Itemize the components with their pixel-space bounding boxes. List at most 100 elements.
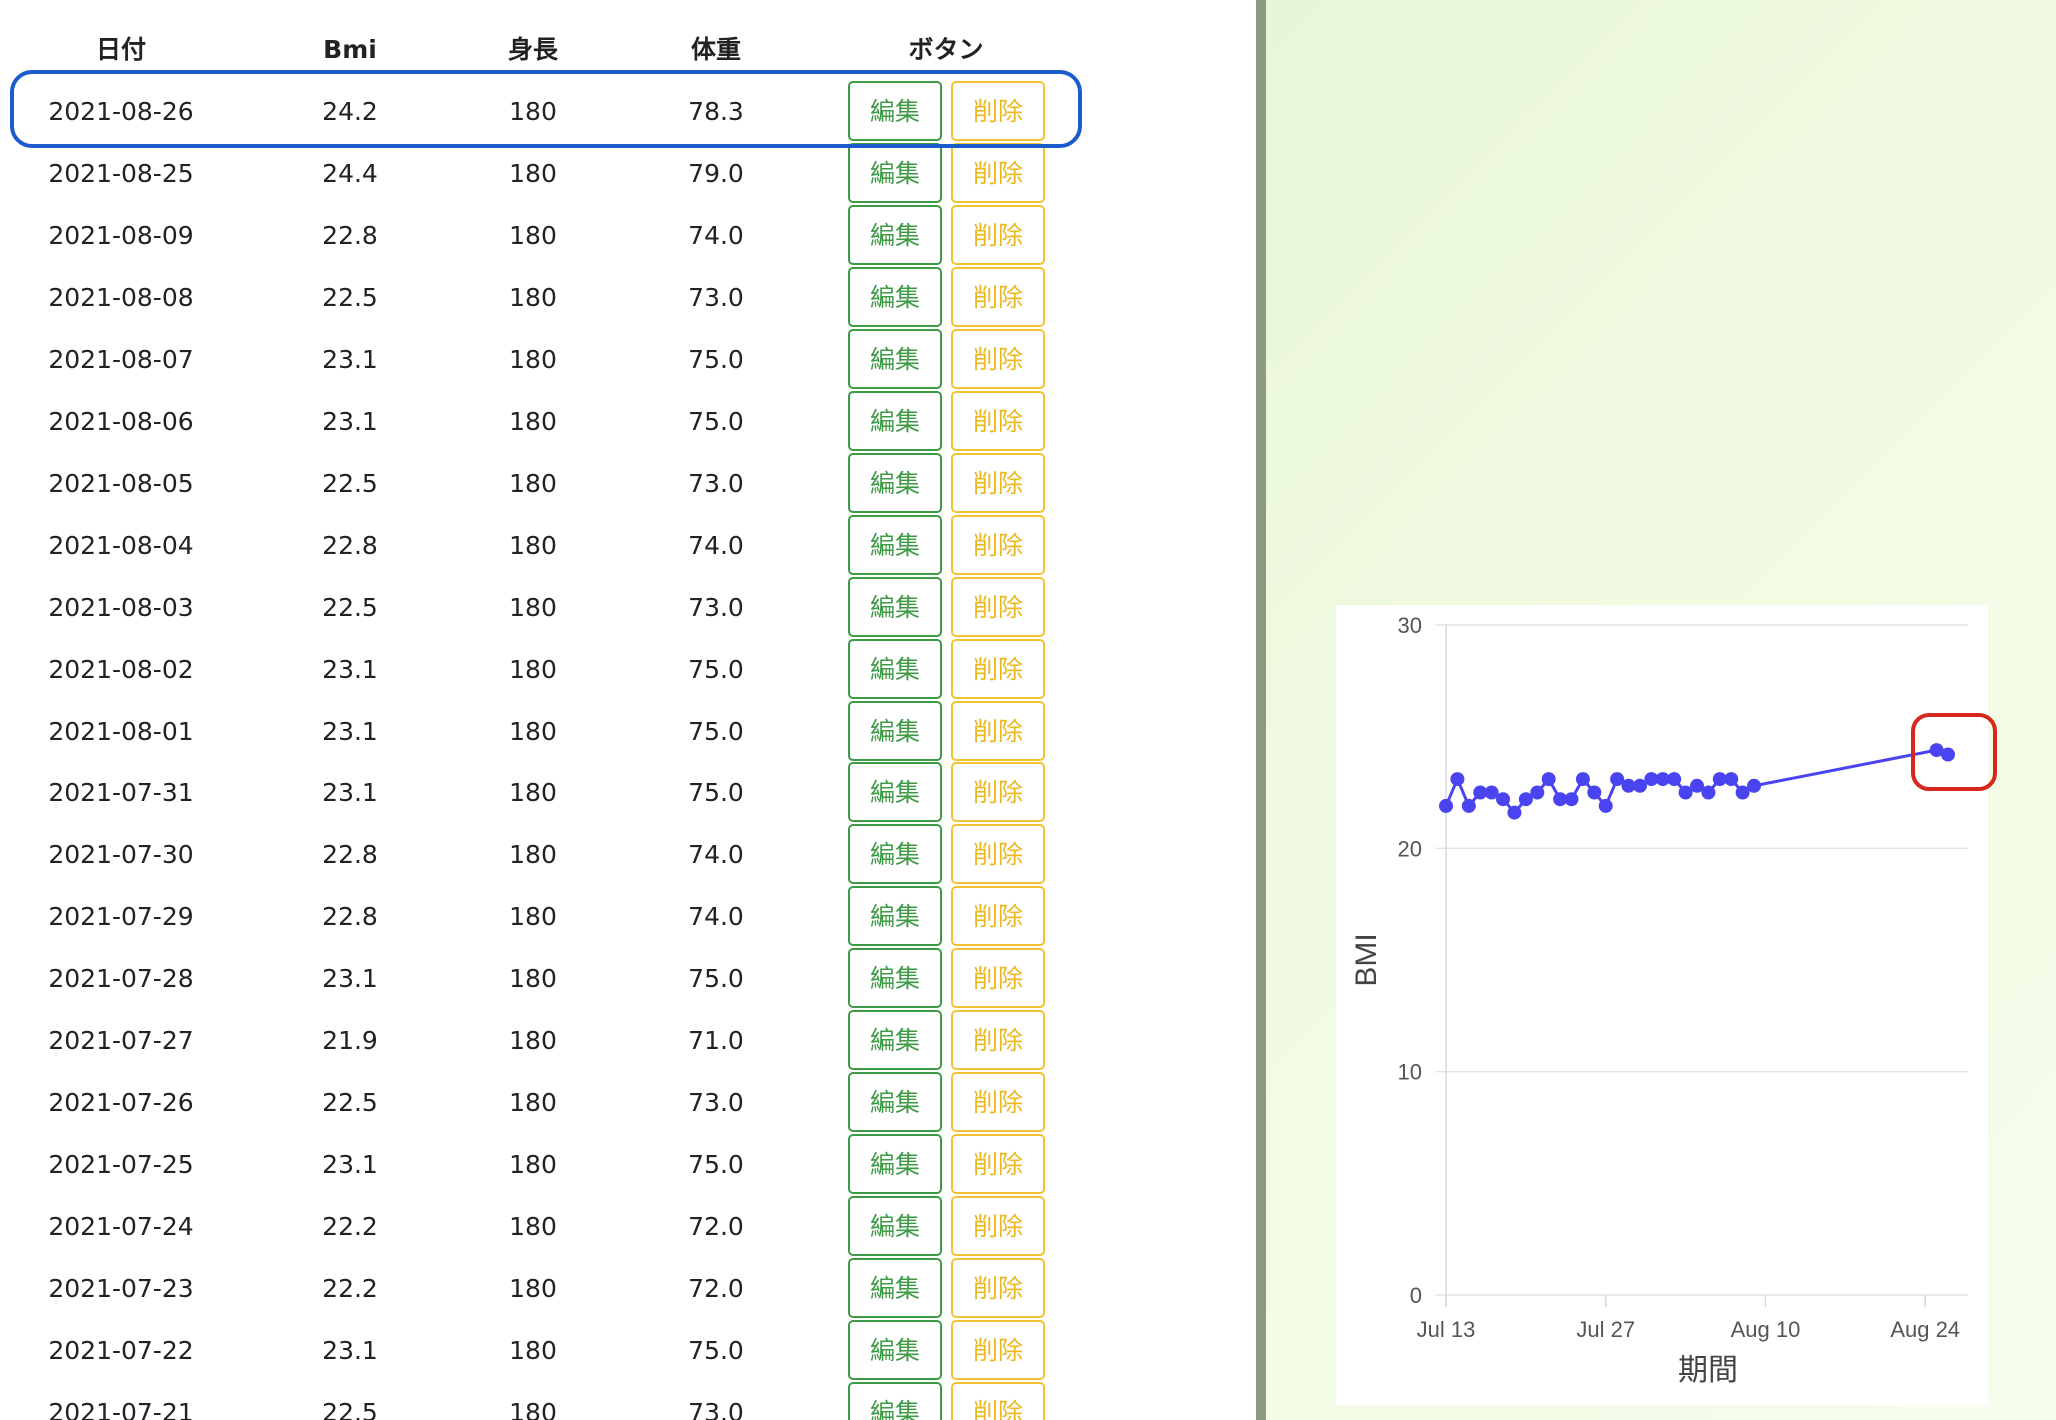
cell-weight: 73.0: [688, 1397, 744, 1420]
bmi-data-point: [1655, 772, 1670, 787]
edit-button[interactable]: 編集: [848, 638, 942, 699]
cell-date: 2021-08-25: [48, 158, 194, 188]
edit-button[interactable]: 編集: [848, 142, 942, 203]
cell-height: 180: [509, 654, 557, 684]
delete-button[interactable]: 削除: [951, 514, 1045, 575]
delete-button[interactable]: 削除: [951, 452, 1045, 513]
cell-date: 2021-08-05: [48, 468, 194, 498]
header-buttons: ボタン: [908, 35, 984, 64]
delete-button[interactable]: 削除: [951, 204, 1045, 265]
table-row: 2021-08-01 23.1 180 75.0 編集 削除: [0, 700, 1256, 763]
delete-button[interactable]: 削除: [951, 576, 1045, 637]
delete-button[interactable]: 削除: [951, 81, 1045, 141]
bmi-data-point: [1735, 785, 1750, 800]
bmi-data-point: [1644, 772, 1659, 787]
cell-weight: 79.0: [688, 158, 744, 188]
delete-button[interactable]: 削除: [951, 1134, 1045, 1195]
delete-button[interactable]: 削除: [951, 1320, 1045, 1380]
edit-button[interactable]: 編集: [848, 204, 942, 265]
delete-button[interactable]: 削除: [951, 1381, 1045, 1420]
cell-height: 180: [509, 778, 557, 808]
edit-button[interactable]: 編集: [848, 762, 942, 823]
edit-button[interactable]: 編集: [848, 824, 942, 885]
edit-button[interactable]: 編集: [848, 266, 942, 327]
delete-button[interactable]: 削除: [951, 824, 1045, 885]
edit-button[interactable]: 編集: [848, 576, 942, 637]
edit-button[interactable]: 編集: [848, 514, 942, 575]
bmi-data-point: [1439, 798, 1453, 813]
bmi-records-table: 日付 Bmi 身長 体重 ボタン 2021-08-26 24.2 180 78.3 編集…: [0, 35, 1256, 1420]
cell-bmi: 22.8: [322, 902, 378, 932]
cell-bmi: 23.1: [322, 964, 378, 994]
cell-bmi: 21.9: [322, 1026, 378, 1056]
edit-button[interactable]: 編集: [848, 390, 942, 451]
cell-date: 2021-08-04: [48, 530, 194, 560]
cell-bmi: 23.1: [322, 778, 378, 808]
cell-bmi: 22.5: [322, 592, 378, 622]
delete-button[interactable]: 削除: [951, 1196, 1045, 1257]
edit-button[interactable]: 編集: [848, 700, 942, 761]
cell-date: 2021-07-22: [48, 1336, 194, 1365]
edit-button[interactable]: 編集: [848, 1258, 942, 1319]
edit-button[interactable]: 編集: [848, 1320, 942, 1380]
chart-pane: 0 10 20 30 Jul 13 Jul 27 Aug 10 Aug 24 期間 BMI: [1266, 0, 2056, 1420]
header-date: 日付: [95, 35, 147, 64]
edit-button[interactable]: 編集: [848, 81, 942, 141]
bmi-data-point: [1747, 778, 1762, 793]
delete-button[interactable]: 削除: [951, 762, 1045, 823]
delete-button[interactable]: 削除: [951, 638, 1045, 699]
delete-button[interactable]: 削除: [951, 1072, 1045, 1133]
cell-height: 180: [509, 344, 557, 374]
delete-button[interactable]: 削除: [951, 142, 1045, 203]
edit-button[interactable]: 編集: [848, 948, 942, 1009]
edit-button[interactable]: 編集: [848, 452, 942, 513]
edit-button[interactable]: 編集: [848, 1072, 942, 1133]
cell-height: 180: [509, 716, 557, 746]
cell-date: 2021-07-28: [48, 964, 194, 994]
cell-weight: 72.0: [688, 1274, 744, 1304]
table-row: 2021-07-26 22.5 180 73.0 編集 削除: [0, 1072, 1256, 1134]
cell-date: 2021-07-31: [48, 778, 194, 808]
cell-bmi: 22.5: [322, 468, 378, 498]
edit-button[interactable]: 編集: [848, 1381, 942, 1420]
cell-date: 2021-08-01: [48, 716, 194, 746]
delete-button[interactable]: 削除: [951, 1010, 1045, 1071]
cell-date: 2021-08-09: [48, 220, 194, 250]
delete-button[interactable]: 削除: [951, 948, 1045, 1009]
delete-button[interactable]: 削除: [951, 328, 1045, 389]
edit-button[interactable]: 編集: [848, 1010, 942, 1071]
bmi-data-point: [1678, 785, 1693, 800]
header-weight: 体重: [690, 35, 742, 64]
table-row: 2021-07-28 23.1 180 75.0 編集 削除: [0, 948, 1256, 1010]
cell-date: 2021-08-06: [48, 406, 194, 436]
cell-bmi: 22.8: [322, 840, 378, 870]
x-tick-label: Aug 10: [1731, 1317, 1801, 1342]
cell-bmi: 22.5: [322, 1397, 378, 1420]
table-row: 2021-08-26 24.2 180 78.3 編集 削除: [0, 81, 1256, 143]
y-tick-label: 0: [1410, 1283, 1422, 1308]
delete-button[interactable]: 削除: [951, 700, 1045, 761]
delete-button[interactable]: 削除: [951, 886, 1045, 947]
table-row: 2021-08-02 23.1 180 75.0 編集 削除: [0, 638, 1256, 701]
edit-button[interactable]: 編集: [848, 328, 942, 389]
delete-button[interactable]: 削除: [951, 1258, 1045, 1319]
cell-bmi: 23.1: [322, 406, 378, 436]
edit-button[interactable]: 編集: [848, 886, 942, 947]
delete-button[interactable]: 削除: [951, 390, 1045, 451]
cell-height: 180: [509, 406, 557, 436]
cell-weight: 75.0: [688, 654, 744, 684]
edit-button[interactable]: 編集: [848, 1134, 942, 1195]
bmi-data-point: [1541, 772, 1556, 787]
pane-divider[interactable]: [1256, 0, 1266, 1420]
table-row: 2021-07-23 22.2 180 72.0 編集 削除: [0, 1258, 1256, 1320]
table-row: 2021-08-06 23.1 180 75.0 編集 削除: [0, 390, 1256, 453]
x-axis-title: 期間: [1678, 1353, 1738, 1388]
delete-button[interactable]: 削除: [951, 266, 1045, 327]
edit-button[interactable]: 編集: [848, 1196, 942, 1257]
cell-height: 180: [509, 1336, 557, 1365]
table-row: 2021-08-25 24.4 180 79.0 編集 削除: [0, 142, 1256, 205]
bmi-data-point: [1632, 778, 1647, 793]
bmi-data-point: [1450, 772, 1465, 787]
table-row: 2021-07-31 23.1 180 75.0 編集 削除: [0, 762, 1256, 824]
